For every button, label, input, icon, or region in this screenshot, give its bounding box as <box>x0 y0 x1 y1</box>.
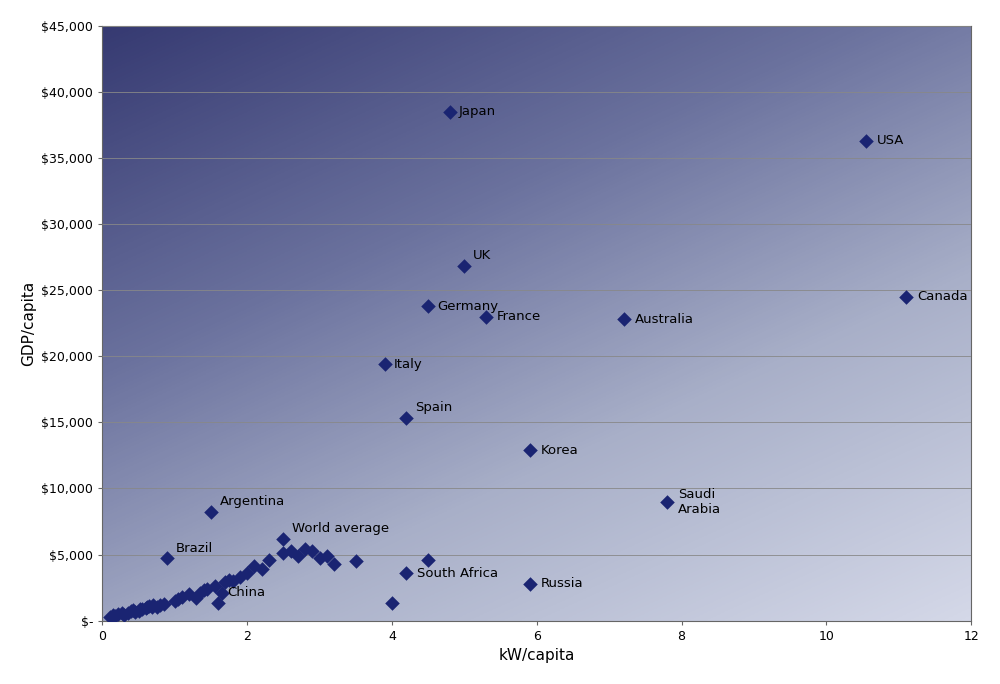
Point <box>116 609 132 620</box>
Point <box>130 605 147 616</box>
Point <box>225 575 241 586</box>
Text: Argentina: Argentina <box>220 495 285 508</box>
Point <box>138 603 154 614</box>
Point <box>319 551 335 562</box>
Point <box>123 606 139 617</box>
Point <box>246 561 262 572</box>
Point <box>132 603 148 614</box>
Point <box>210 598 226 609</box>
Point <box>144 601 160 612</box>
Text: France: France <box>497 310 541 323</box>
Point <box>659 496 675 507</box>
Text: UK: UK <box>473 250 491 263</box>
Point <box>254 564 270 575</box>
Point <box>159 553 175 564</box>
Point <box>170 594 186 605</box>
Point <box>125 605 141 616</box>
Point <box>156 598 172 609</box>
Point <box>478 311 494 322</box>
Point <box>522 578 538 589</box>
Point <box>149 602 165 613</box>
Point <box>442 106 458 117</box>
Point <box>283 545 299 556</box>
Point <box>221 574 237 585</box>
Point <box>196 585 212 596</box>
Point <box>326 558 342 569</box>
Point <box>232 572 248 583</box>
Y-axis label: GDP/capita: GDP/capita <box>21 280 36 366</box>
Text: China: China <box>227 586 265 599</box>
Point <box>290 551 306 562</box>
Point <box>304 545 320 556</box>
Text: Saudi
Arabia: Saudi Arabia <box>678 488 721 516</box>
Text: Russia: Russia <box>540 577 583 590</box>
Point <box>192 588 208 598</box>
Text: Germany: Germany <box>437 300 498 313</box>
Point <box>420 300 436 311</box>
Text: USA: USA <box>877 134 905 147</box>
Point <box>188 592 204 603</box>
Text: Spain: Spain <box>415 402 452 415</box>
Point <box>207 581 223 592</box>
Point <box>110 609 126 620</box>
Point <box>127 607 143 618</box>
Text: Canada: Canada <box>917 290 968 303</box>
Point <box>134 604 150 615</box>
Point <box>398 413 414 424</box>
Text: Italy: Italy <box>393 358 422 371</box>
Point <box>297 544 313 555</box>
Point <box>167 595 183 606</box>
Point <box>141 601 157 611</box>
Point <box>120 607 136 618</box>
Point <box>181 589 197 600</box>
Point <box>152 600 168 611</box>
Text: Korea: Korea <box>540 444 578 457</box>
Point <box>261 554 277 565</box>
Point <box>275 548 291 559</box>
Point <box>398 568 414 579</box>
Text: Australia: Australia <box>635 313 694 326</box>
Point <box>239 568 255 579</box>
Text: Japan: Japan <box>459 105 496 118</box>
Point <box>377 358 393 369</box>
Point <box>217 577 233 588</box>
Text: World average: World average <box>292 522 389 535</box>
X-axis label: kW/capita: kW/capita <box>499 648 575 663</box>
Point <box>102 611 118 622</box>
Point <box>275 533 291 544</box>
Point <box>898 291 914 302</box>
Point <box>522 445 538 456</box>
Point <box>420 554 436 565</box>
Text: South Africa: South Africa <box>417 566 498 579</box>
Point <box>114 608 130 619</box>
Point <box>384 598 400 609</box>
Point <box>616 314 632 325</box>
Point <box>199 583 215 594</box>
Point <box>858 135 874 146</box>
Point <box>312 553 328 564</box>
Point <box>145 599 161 610</box>
Point <box>214 588 230 598</box>
Point <box>456 261 472 272</box>
Point <box>105 610 121 621</box>
Point <box>348 555 364 566</box>
Point <box>107 611 123 622</box>
Point <box>203 507 219 518</box>
Point <box>139 602 155 613</box>
Point <box>174 592 190 603</box>
Text: Brazil: Brazil <box>176 542 213 555</box>
